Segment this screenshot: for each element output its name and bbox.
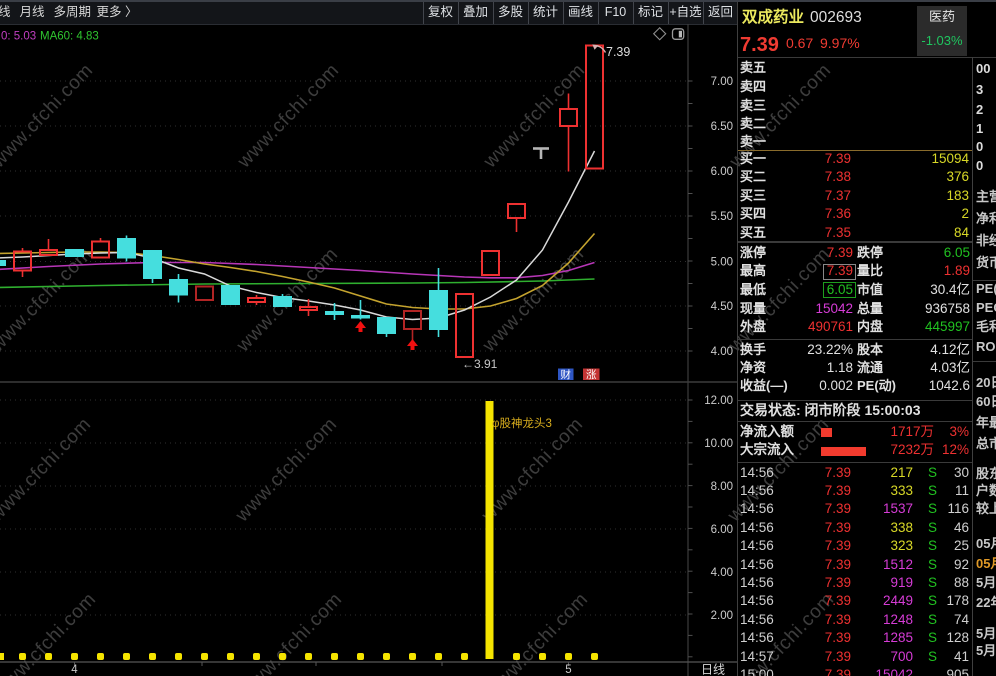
svg-text:0: 5.03: 0: 5.03 — [1, 31, 36, 43]
svg-text:4: 4 — [71, 664, 78, 676]
svg-text:2.00: 2.00 — [711, 610, 733, 622]
svg-text:8.00: 8.00 — [711, 481, 733, 493]
svg-text:5.00: 5.00 — [711, 257, 733, 269]
svg-text:7.39: 7.39 — [606, 45, 630, 59]
svg-text:φ股神龙头3: φ股神龙头3 — [492, 416, 552, 430]
svg-text:4.50: 4.50 — [711, 301, 733, 313]
svg-text:5.50: 5.50 — [711, 211, 733, 223]
svg-text:7.00: 7.00 — [711, 76, 733, 88]
svg-text:10.00: 10.00 — [704, 438, 733, 450]
svg-text:←3.91: ←3.91 — [462, 357, 498, 371]
svg-text:MA60: 4.83: MA60: 4.83 — [40, 31, 99, 43]
svg-text:4.00: 4.00 — [711, 346, 733, 358]
svg-text:5: 5 — [565, 664, 571, 676]
svg-text:涨: 涨 — [586, 369, 597, 381]
svg-text:日线: 日线 — [701, 663, 725, 676]
svg-text:12.00: 12.00 — [704, 395, 733, 407]
svg-text:财: 财 — [561, 368, 572, 381]
svg-text:6.00: 6.00 — [711, 166, 733, 178]
svg-text:6.50: 6.50 — [711, 121, 733, 133]
svg-text:4.00: 4.00 — [711, 567, 733, 579]
svg-text:6.00: 6.00 — [711, 524, 733, 536]
